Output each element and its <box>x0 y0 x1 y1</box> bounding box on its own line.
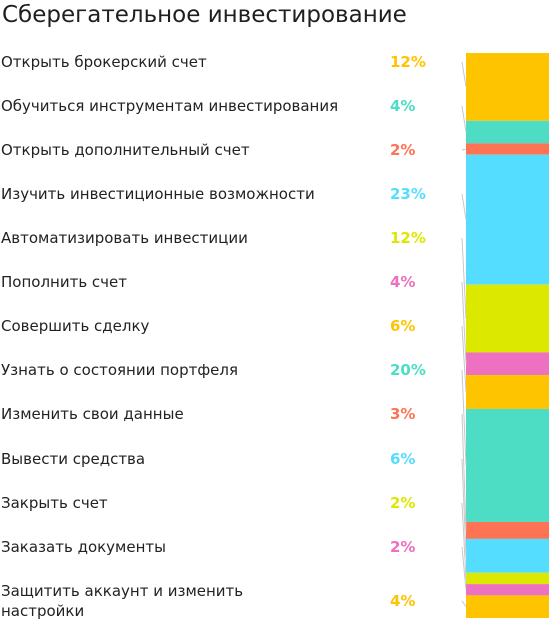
category-label: Пополнить счет <box>1 273 128 291</box>
category-label: Защитить аккаунт и изменить настройки <box>1 582 244 620</box>
value-label: 6% <box>390 450 416 468</box>
connector-line <box>461 148 467 151</box>
connector-line <box>461 61 467 87</box>
connector-line <box>461 325 467 393</box>
value-label: 4% <box>390 592 416 610</box>
value-label: 20% <box>390 361 426 379</box>
value-label: 6% <box>390 317 416 335</box>
bar-segment <box>466 154 549 285</box>
bar-segment <box>466 595 549 618</box>
connector-line <box>461 193 467 220</box>
value-label: 12% <box>390 229 426 247</box>
category-label: Обучиться инструментам инвестирования <box>1 97 339 115</box>
category-label: Узнать о состоянии портфеля <box>1 361 238 379</box>
category-label: Изучить инвестиционные возможности <box>1 185 315 203</box>
bar-segment <box>466 521 549 539</box>
bar-segment <box>466 120 549 144</box>
bar-segment <box>466 53 549 121</box>
connector-line <box>461 600 467 607</box>
value-label: 12% <box>390 53 426 71</box>
value-label: 4% <box>390 273 416 291</box>
chart-title: Сберегательное инвестирование <box>2 2 407 28</box>
bar-segment <box>466 572 549 585</box>
category-label: Заказать документы <box>1 538 166 556</box>
connector-line <box>461 369 467 466</box>
connector-line <box>461 105 467 133</box>
connector-line <box>461 281 467 364</box>
value-label: 2% <box>390 538 416 556</box>
value-label: 4% <box>390 97 416 115</box>
category-label: Открыть брокерский счет <box>1 53 207 71</box>
value-label: 2% <box>390 494 416 512</box>
bar-segment <box>466 143 549 155</box>
bar-segment <box>466 584 549 596</box>
connector-line <box>461 502 467 579</box>
category-label: Автоматизировать инвестиции <box>1 229 248 247</box>
value-label: 2% <box>390 141 416 159</box>
category-label: Изменить свои данные <box>1 405 184 423</box>
category-label: Вывести средства <box>1 450 146 468</box>
connector-line <box>461 458 467 556</box>
category-label: Открыть дополнительный счет <box>1 141 250 159</box>
bar-segment <box>466 352 549 376</box>
bar-segment <box>466 375 549 409</box>
category-label: Закрыть счет <box>1 494 108 512</box>
category-label: Совершить сделку <box>1 317 150 335</box>
bar-segment <box>466 408 549 522</box>
bar-segment <box>466 538 549 573</box>
value-label: 23% <box>390 185 426 203</box>
bar-segment <box>466 284 549 353</box>
connector-line <box>461 413 467 531</box>
connector-line <box>461 237 467 319</box>
value-label: 3% <box>390 405 416 423</box>
connector-line <box>461 546 467 590</box>
